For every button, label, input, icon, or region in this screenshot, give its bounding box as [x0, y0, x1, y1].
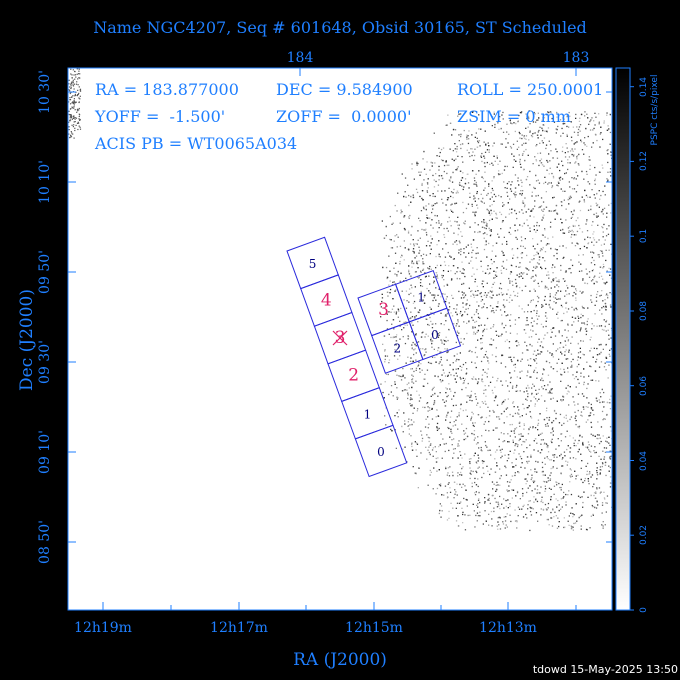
- x-axis-label: RA (J2000): [293, 650, 387, 670]
- y-tick-label: 10 10': [37, 160, 53, 204]
- acis-readout: ACIS PB = WT0065A034: [95, 134, 298, 153]
- chip-outline-I0: [408, 307, 462, 361]
- footer-stamp: tdowd 15-May-2025 13:50: [532, 663, 678, 676]
- y-tick-label: 10 30': [37, 70, 53, 114]
- y-tick-label: 09 10': [37, 430, 53, 474]
- axis-ticks: [68, 68, 612, 610]
- colorbar-tick-label: 0.04: [639, 450, 649, 471]
- chip-label-I1: 1: [417, 290, 425, 304]
- dec-readout: DEC = 9.584900: [276, 80, 413, 99]
- colorbar: [616, 68, 630, 610]
- target-marker: [332, 330, 348, 346]
- colorbar-tick-label: 0: [639, 607, 649, 613]
- chip-label-S0: 0: [377, 445, 385, 459]
- colorbar-frame: [615, 67, 631, 611]
- y-tick-label: 09 30': [37, 340, 53, 384]
- x-top-tick-label: 183: [562, 50, 590, 66]
- x-tick-label: 12h15m: [345, 620, 403, 636]
- y-axis-label: Dec (J2000): [17, 289, 37, 391]
- chip-label-S1: 1: [364, 407, 372, 421]
- y-tick-label: 08 50': [37, 520, 53, 564]
- x-tick-label: 12h17m: [210, 620, 268, 636]
- x-tick-label: 12h19m: [74, 620, 132, 636]
- chip-label-S5: 5: [309, 257, 317, 271]
- zsim-readout: ZSIM = 0 mm: [457, 107, 571, 126]
- chip-label-I0: 0: [431, 328, 439, 342]
- colorbar-ticks: [630, 86, 634, 611]
- colorbar-tick-label: 0.08: [639, 300, 649, 322]
- zoff-readout: ZOFF = 0.0000': [276, 107, 412, 126]
- x-top-tick-label: 184: [286, 50, 314, 66]
- colorbar-tick-label: 0.14: [639, 76, 649, 97]
- colorbar-tick-label: 0.1: [639, 229, 649, 244]
- plot-title: Name NGC4207, Seq # 601648, Obsid 30165,…: [93, 18, 587, 37]
- chip-label-S2: 2: [348, 366, 359, 386]
- roll-readout: ROLL = 250.0001: [457, 80, 604, 99]
- ra-readout: RA = 183.877000: [95, 80, 239, 99]
- x-tick-label: 12h13m: [479, 620, 537, 636]
- chip-label-I3: 3: [378, 300, 389, 320]
- chip-label-S4: 4: [321, 291, 332, 311]
- yoff-readout: YOFF = -1.500': [95, 107, 226, 126]
- plot-area: [68, 68, 612, 610]
- chip-label-I2: 2: [393, 342, 401, 356]
- colorbar-tick-label: 0.02: [639, 525, 649, 546]
- chip-outline-S0: [354, 424, 408, 478]
- y-tick-label: 09 50': [37, 250, 53, 294]
- colorbar-tick-label: 0.12: [639, 151, 649, 172]
- colorbar-label: PSPC cts/s/pixel: [650, 74, 660, 146]
- colorbar-tick-label: 0.06: [639, 375, 649, 396]
- plot-frame: [67, 67, 613, 611]
- xray-image: [68, 68, 612, 532]
